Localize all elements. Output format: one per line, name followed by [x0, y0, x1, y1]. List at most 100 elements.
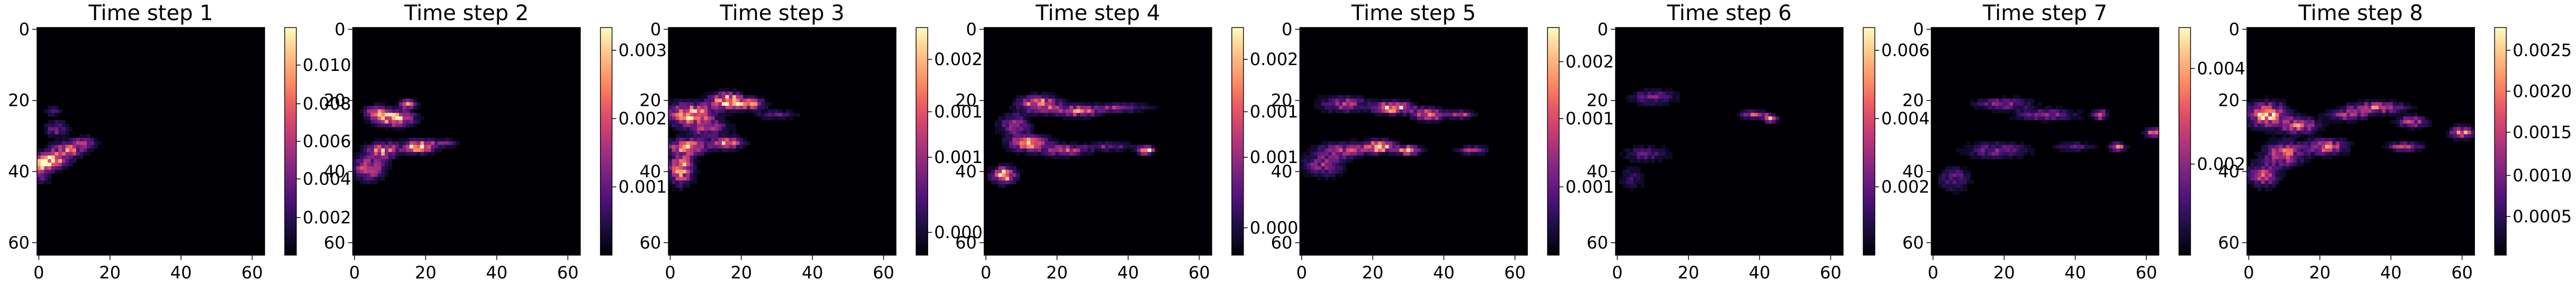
- heatmap-cell: [1328, 169, 1332, 174]
- heatmap-cell: [1058, 148, 1063, 152]
- heatmap-cell: [1970, 98, 1974, 103]
- heatmap-cell: [2350, 105, 2354, 110]
- heatmap-cell: [1343, 141, 1347, 146]
- heatmap-cell: [711, 113, 715, 117]
- panel-4: Time step 40 20 40 6002040600.0000.0010.001…: [955, 1, 1298, 283]
- heatmap-cell: [1343, 148, 1347, 152]
- heatmap-cell: [2392, 105, 2397, 110]
- heatmap-cell: [1417, 109, 1421, 113]
- heatmap-cell: [1321, 141, 1325, 146]
- heatmap-cell: [1956, 148, 1960, 152]
- heatmap-cell: [1069, 113, 1074, 117]
- heatmap-cell: [2282, 116, 2287, 121]
- heatmap-cell: [1750, 116, 1755, 121]
- heatmap-cell: [69, 127, 73, 131]
- heatmap-cell: [2343, 109, 2347, 113]
- heatmap-cell: [1343, 145, 1347, 149]
- heatmap-cell: [672, 152, 676, 156]
- heatmap-cell: [1385, 109, 1389, 113]
- x-tick-label: 60: [557, 263, 579, 283]
- heatmap-cell: [1960, 187, 1964, 192]
- heatmap-cell: [2102, 113, 2106, 117]
- heatmap-cell: [2428, 120, 2432, 124]
- heatmap-cell: [2303, 138, 2308, 142]
- heatmap-cell: [385, 109, 389, 113]
- heatmap-cell: [700, 109, 704, 113]
- heatmap-cell: [1016, 109, 1020, 113]
- heatmap-cell: [1353, 141, 1357, 146]
- heatmap-cell: [2066, 116, 2071, 121]
- heatmap-cell: [2073, 141, 2078, 146]
- heatmap-cell: [1637, 145, 1641, 149]
- heatmap-cell: [1949, 180, 1953, 185]
- heatmap-cell: [44, 109, 48, 113]
- heatmap-cell: [2272, 155, 2276, 159]
- x-tick-label: 40: [486, 263, 507, 283]
- heatmap-cell: [693, 166, 697, 170]
- heatmap-cell: [1654, 148, 1659, 152]
- heatmap-cell: [2264, 95, 2269, 99]
- heatmap-cell: [1005, 113, 1010, 117]
- heatmap-cell: [754, 113, 758, 117]
- heatmap-cell: [2279, 159, 2283, 163]
- heatmap-cell: [1349, 102, 1354, 106]
- heatmap-cell: [1761, 113, 1765, 117]
- heatmap-cell: [2407, 127, 2411, 131]
- heatmap-cell: [1442, 109, 1446, 113]
- heatmap-cell: [668, 113, 673, 117]
- heatmap-cell: [1343, 98, 1347, 103]
- heatmap-cell: [1665, 152, 1670, 156]
- heatmap-cell: [754, 105, 758, 110]
- heatmap-cell: [2392, 148, 2397, 152]
- heatmap-cell: [2268, 180, 2272, 185]
- heatmap-cell: [2325, 109, 2329, 113]
- heatmap-cell: [1303, 155, 1308, 159]
- heatmap-cell: [1481, 148, 1485, 152]
- heatmap-cell: [65, 166, 69, 170]
- heatmap-cell: [1051, 145, 1056, 149]
- x-tick-label: 60: [2451, 263, 2473, 283]
- heatmap-cell: [1662, 102, 1666, 106]
- heatmap-cell: [679, 141, 683, 146]
- heatmap-cell: [668, 123, 673, 128]
- heatmap-cell: [668, 155, 673, 159]
- heatmap-cell: [1016, 130, 1020, 134]
- heatmap-cell: [672, 169, 676, 174]
- heatmap-cell: [2410, 145, 2415, 149]
- heatmap-cell: [718, 123, 722, 128]
- heatmap-cell: [768, 116, 772, 121]
- heatmap-cell: [381, 102, 385, 106]
- heatmap-cell: [1012, 127, 1017, 131]
- heatmap-cell: [2006, 145, 2010, 149]
- heatmap-cell: [1658, 91, 1662, 96]
- heatmap-cell: [2339, 109, 2344, 113]
- heatmap-cell: [1644, 148, 1648, 152]
- heatmap-cell: [1945, 184, 1949, 188]
- heatmap-cell: [1321, 166, 1325, 170]
- heatmap-cell: [1339, 169, 1343, 174]
- heatmap-cell: [1378, 98, 1382, 103]
- heatmap-cell: [725, 141, 729, 146]
- heatmap-cell: [1101, 141, 1105, 146]
- heatmap-cell: [2279, 109, 2283, 113]
- heatmap-cell: [1665, 88, 1670, 92]
- heatmap-cell: [416, 102, 421, 106]
- heatmap-cell: [65, 130, 69, 134]
- heatmap-cell: [2002, 148, 2007, 152]
- heatmap-cell: [679, 169, 683, 174]
- heatmap-cell: [431, 148, 435, 152]
- heatmap-cell: [1048, 141, 1052, 146]
- heatmap-cell: [1410, 145, 1414, 149]
- heatmap-cell: [40, 166, 44, 170]
- heatmap-cell: [1062, 105, 1066, 110]
- heatmap-cell: [1012, 109, 1017, 113]
- heatmap-cell: [2009, 155, 2013, 159]
- heatmap-cell: [1321, 148, 1325, 152]
- heatmap-cell: [2094, 116, 2099, 121]
- heatmap-cell: [62, 145, 66, 149]
- heatmap-cell: [2013, 105, 2017, 110]
- heatmap-cell: [388, 120, 392, 124]
- heatmap-cell: [413, 141, 417, 146]
- heatmap-cell: [1343, 152, 1347, 156]
- heatmap-cell: [1463, 116, 1467, 121]
